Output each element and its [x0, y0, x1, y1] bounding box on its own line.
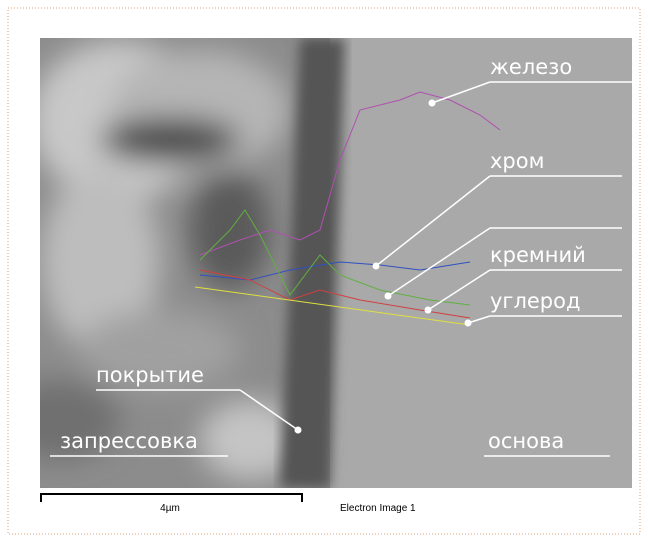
scale-bar: 4µm [40, 493, 303, 514]
caption: Electron Image 1 [340, 503, 416, 514]
label-chromium: хром [490, 149, 544, 173]
annotations: железо хром кремний углерод покрытие зап… [50, 55, 632, 457]
label-silicon: кремний [490, 243, 586, 267]
label-carbon: углерод [490, 289, 581, 313]
label-iron: железо [490, 55, 572, 79]
sem-image [40, 38, 632, 488]
label-base: основа [488, 429, 564, 453]
scale-label: 4µm [160, 503, 180, 514]
label-mounting: запрессовка [60, 429, 198, 453]
label-coating: покрытие [96, 363, 204, 387]
line-profiles [194, 91, 501, 326]
